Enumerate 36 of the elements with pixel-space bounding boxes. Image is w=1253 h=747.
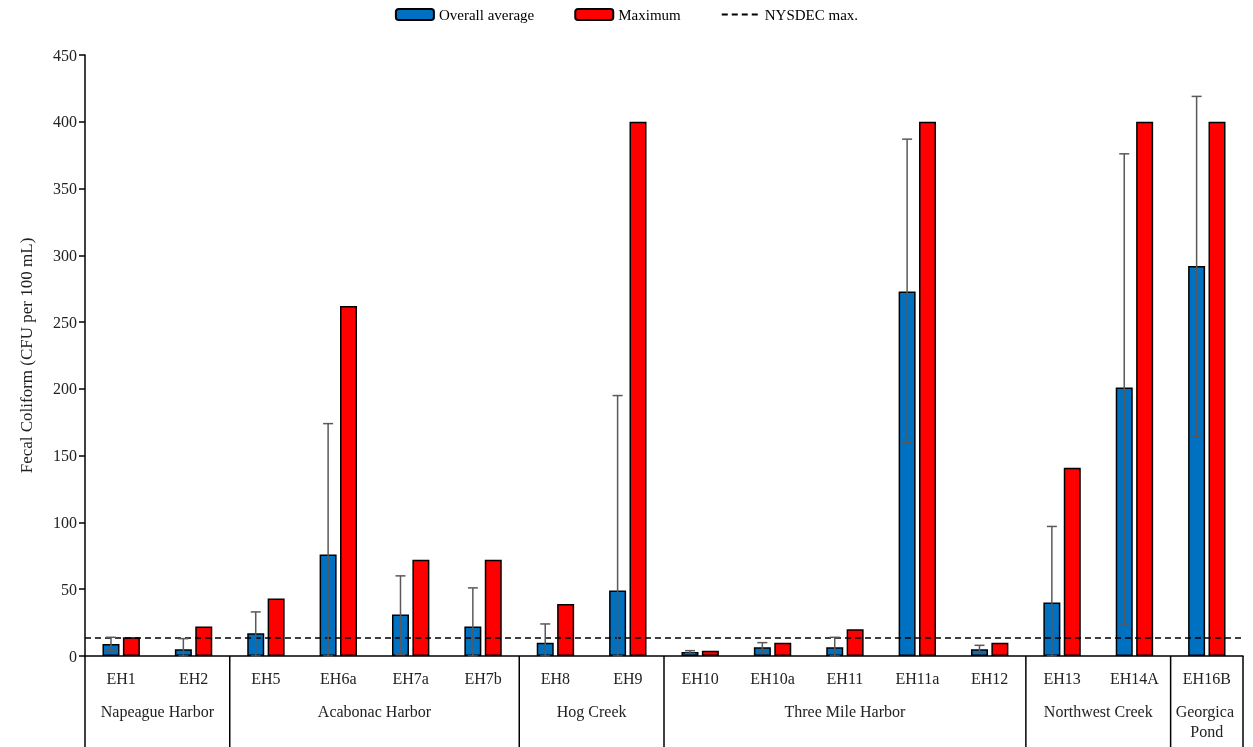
y-tick-label: 300	[53, 246, 77, 264]
y-tick-label: 250	[53, 313, 77, 331]
legend-label: Overall average	[438, 6, 535, 23]
text: Georgica Pond	[1175, 702, 1238, 740]
x-tick-label: EH6a	[320, 669, 357, 687]
y-tick-label: 350	[53, 180, 77, 198]
x-tick-label: EH11	[826, 669, 864, 687]
x-tick-label: EH2	[178, 669, 209, 687]
x-tick-label: EH9	[613, 669, 643, 687]
text: Acabonac Harbor	[317, 702, 432, 720]
x-tick-label: EH5	[251, 669, 281, 687]
x-tick-label: EH7b	[464, 669, 502, 687]
y-tick-label: 400	[53, 113, 77, 131]
legend-label: Maximum	[618, 6, 682, 23]
y-tick-label: 150	[53, 447, 77, 465]
text: Hog Creek	[556, 702, 627, 721]
x-tick-label: EH1	[106, 669, 136, 687]
y-tick-label: 50	[61, 580, 77, 598]
y-tick-label: 200	[53, 380, 77, 398]
y-tick-label: 100	[53, 513, 77, 531]
text: Three Mile Harbor	[784, 702, 907, 720]
x-tick-label: EH10	[681, 669, 719, 687]
x-tick-label: EH14A	[1109, 669, 1160, 687]
y-axis-title: Fecal Coliform (CFU per 100 mL)	[17, 237, 36, 474]
x-tick-label: EH7a	[392, 669, 429, 687]
x-tick-label: EH13	[1043, 669, 1081, 687]
text: Northwest Creek	[1043, 702, 1153, 720]
x-tick-label: EH8	[540, 669, 571, 687]
x-tick-label: EH10a	[750, 669, 795, 687]
legend-label: NYSDEC max.	[764, 6, 859, 23]
text: Napeague Harbor	[100, 702, 215, 721]
x-tick-label: EH16B	[1182, 669, 1231, 687]
y-tick-label: 0	[69, 647, 77, 665]
x-tick-label: EH12	[971, 669, 1009, 687]
y-tick-label: 450	[53, 46, 77, 64]
x-tick-label: EH11a	[895, 669, 940, 687]
